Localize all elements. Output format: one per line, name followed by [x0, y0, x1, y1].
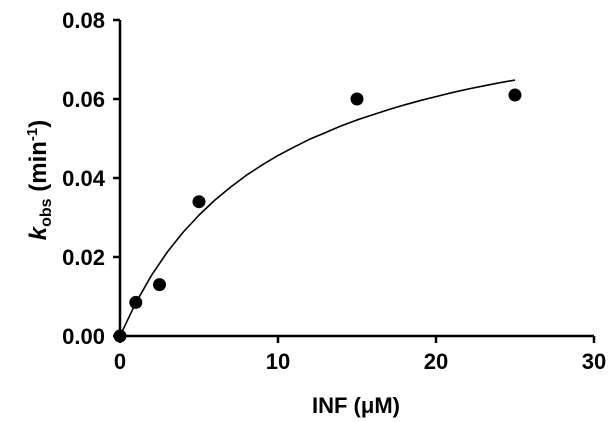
x-tick-label: 30	[582, 349, 606, 374]
y-axis-label-subscript: obs	[38, 198, 55, 227]
y-tick-label: 0.06	[62, 87, 105, 112]
y-tick-label: 0.00	[62, 324, 105, 349]
x-tick-label: 10	[266, 349, 290, 374]
data-point	[508, 88, 522, 102]
x-tick-label: 20	[424, 349, 448, 374]
fit-curve-layer	[119, 79, 516, 337]
data-points-layer	[113, 88, 522, 343]
fit-curve	[119, 79, 516, 337]
data-point	[192, 195, 206, 209]
y-axis-label-close: )	[25, 120, 52, 128]
data-point	[153, 278, 166, 292]
y-tick-label: 0.08	[62, 8, 105, 33]
y-axis-label-k: k	[25, 225, 52, 240]
y-axis-label: kobs (min-1)	[24, 120, 55, 240]
data-point	[129, 295, 143, 309]
data-point	[113, 329, 127, 343]
data-point	[350, 92, 364, 106]
axes: 0.00 0.02 0.04 0.06 0.08 0 10 20 30	[62, 8, 606, 374]
y-axis-label-superscript: -1	[24, 128, 41, 141]
y-tick-label: 0.02	[62, 245, 105, 270]
y-axis-label-unit: (min	[25, 141, 52, 198]
y-tick-label: 0.04	[62, 166, 106, 191]
x-axis-label: INF (μM)	[312, 393, 400, 418]
x-tick-label: 0	[114, 349, 126, 374]
